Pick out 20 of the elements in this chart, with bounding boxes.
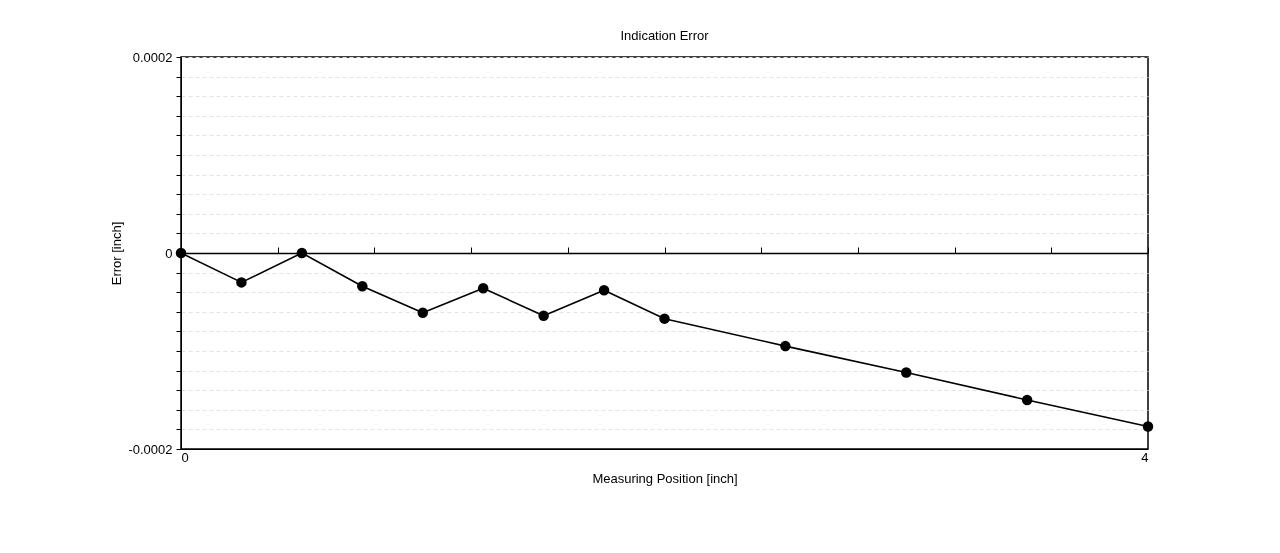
point: [477, 283, 489, 294]
y-axis-title: Error [inch]: [109, 221, 125, 286]
y-tick-label: 0.0002: [132, 49, 173, 65]
x-axis-title: Measuring Position [inch]: [592, 470, 738, 486]
x-tick-label: 4: [1141, 449, 1149, 465]
point: [296, 247, 308, 259]
point: [1142, 421, 1154, 432]
point: [1021, 394, 1033, 406]
point: [175, 247, 187, 259]
point: [901, 367, 912, 378]
y-tick-label: -0.0002: [128, 441, 173, 457]
y-tick-label: 0: [165, 245, 173, 261]
point: [236, 277, 247, 288]
point: [659, 313, 670, 324]
chart-title: Indication Error: [620, 28, 710, 43]
point: [598, 285, 610, 296]
point: [357, 281, 368, 292]
point: [538, 310, 549, 321]
point: [417, 307, 428, 319]
point: [780, 340, 791, 352]
